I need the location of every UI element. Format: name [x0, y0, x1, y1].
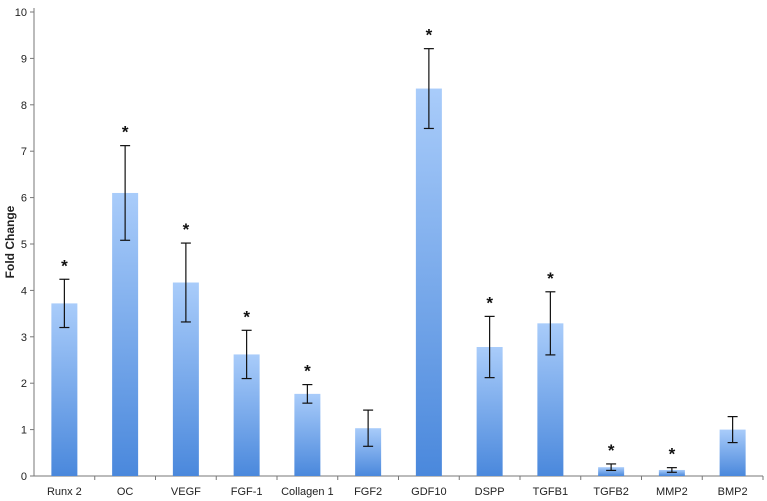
significance-asterisk: * [669, 445, 676, 464]
x-tick-label: GDF10 [411, 486, 446, 498]
x-tick-label: Runx 2 [47, 486, 82, 498]
y-tick-label: 7 [21, 146, 27, 158]
bar-runx-2 [51, 303, 78, 476]
x-tick-label: TGFB1 [533, 486, 568, 498]
significance-asterisk: * [122, 123, 129, 142]
x-tick-label: VEGF [171, 486, 201, 498]
x-tick-label: BMP2 [718, 486, 748, 498]
x-axis: Runx 2 OC VEGF FGF-1 Collagen 1 FGF2 GDF10 DSPP… [34, 475, 764, 498]
significance-marks: * * * * * * * * * * [61, 26, 676, 464]
x-tick-label: OC [117, 486, 134, 498]
y-tick-label: 5 [21, 239, 27, 251]
significance-asterisk: * [304, 362, 311, 381]
y-tick-label: 0 [21, 471, 27, 483]
bar-tgfb2 [598, 467, 625, 476]
y-tick-label: 10 [15, 7, 27, 19]
y-axis-title: Fold Change [3, 205, 17, 278]
x-tick-label: Collagen 1 [281, 486, 334, 498]
y-tick-label: 8 [21, 100, 27, 112]
y-tick-label: 3 [21, 332, 27, 344]
y-axis: 0 1 2 3 4 5 6 7 8 9 10 [15, 7, 35, 483]
y-tick-label: 2 [21, 378, 27, 390]
significance-asterisk: * [61, 256, 68, 275]
y-tick-label: 9 [21, 53, 27, 65]
significance-asterisk: * [547, 269, 554, 288]
x-tick-label: FGF2 [354, 486, 382, 498]
x-tick-label: FGF-1 [231, 486, 263, 498]
significance-asterisk: * [243, 307, 250, 326]
significance-asterisk: * [183, 220, 190, 239]
x-tick-label: DSPP [475, 486, 505, 498]
bar-collagen-1 [294, 393, 321, 476]
significance-asterisk: * [426, 26, 433, 45]
error-bars [59, 48, 738, 473]
y-tick-label: 4 [21, 285, 27, 297]
bars [51, 88, 746, 476]
x-tick-label: TGFB2 [593, 486, 628, 498]
bar-gdf10 [415, 88, 442, 476]
significance-asterisk: * [608, 441, 615, 460]
bar-mmp2 [658, 469, 685, 476]
significance-asterisk: * [486, 293, 493, 312]
y-tick-label: 1 [21, 425, 27, 437]
x-tick-label: MMP2 [656, 486, 688, 498]
y-tick-label: 6 [21, 193, 27, 205]
